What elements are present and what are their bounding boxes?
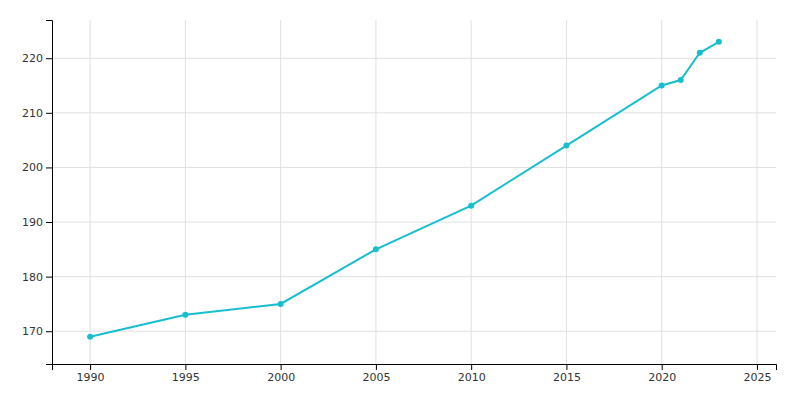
- point: [87, 334, 93, 340]
- x-axis: 1990 1995 2000 2005 2010 2015 2020 2025: [53, 364, 777, 384]
- x-tick-label: 2005: [362, 371, 390, 384]
- grid-line-y: [52, 167, 776, 168]
- x-tick-label: 2025: [743, 371, 771, 384]
- x-tick: 1995: [172, 364, 200, 384]
- y-tick: 220: [22, 52, 52, 65]
- x-tick-label: 2010: [458, 371, 486, 384]
- plot-area: 1990 1995 2000 2005 2010 2015 2020 2025 170 180 19…: [22, 20, 777, 384]
- y-tick-mark: [46, 167, 52, 168]
- grid: [52, 20, 776, 364]
- x-tick: 2000: [267, 364, 295, 384]
- point: [278, 301, 284, 307]
- grid-line-x: [661, 20, 662, 364]
- grid-line-x: [471, 20, 472, 364]
- grid-line-x: [90, 20, 91, 364]
- y-axis-line: [46, 21, 53, 365]
- y-tick: 200: [22, 161, 52, 174]
- y-tick-label: 210: [22, 107, 43, 120]
- x-tick: 2015: [553, 364, 581, 384]
- point: [563, 143, 569, 149]
- x-tick-mark: [566, 364, 567, 370]
- chart: 1990 1995 2000 2005 2010 2015 2020 2025 170 180 19…: [0, 0, 800, 400]
- y-tick-mark: [46, 277, 52, 278]
- line: [90, 42, 719, 337]
- x-tick: 1990: [77, 364, 105, 384]
- grid-line-x: [756, 20, 757, 364]
- point: [373, 246, 379, 252]
- x-tick-label: 1990: [77, 371, 105, 384]
- point: [468, 203, 474, 209]
- grid-line-x: [280, 20, 281, 364]
- point: [678, 77, 684, 83]
- point: [697, 50, 703, 56]
- y-tick-mark: [46, 58, 52, 59]
- x-tick-mark: [376, 364, 377, 370]
- x-tick-mark: [662, 364, 663, 370]
- grid-line-x: [566, 20, 567, 364]
- x-tick: 2025: [743, 364, 771, 384]
- y-tick-label: 220: [22, 52, 43, 65]
- y-tick-label: 170: [22, 325, 43, 338]
- grid-line-y: [52, 222, 776, 223]
- x-tick: 2005: [362, 364, 390, 384]
- x-tick-mark: [185, 364, 186, 370]
- x-tick-mark: [471, 364, 472, 370]
- y-tick: 170: [22, 325, 52, 338]
- x-tick: 2010: [458, 364, 486, 384]
- x-tick-mark: [281, 364, 282, 370]
- y-tick-label: 180: [22, 271, 43, 284]
- x-tick: 2020: [648, 364, 676, 384]
- x-tick-label: 2020: [648, 371, 676, 384]
- x-tick-label: 2015: [553, 371, 581, 384]
- grid-line-y: [52, 112, 776, 113]
- y-tick: 210: [22, 107, 52, 120]
- point: [659, 83, 665, 89]
- x-tick-mark: [757, 364, 758, 370]
- y-tick-mark: [46, 222, 52, 223]
- x-tick-label: 2000: [267, 371, 295, 384]
- y-tick: 180: [22, 271, 52, 284]
- point: [716, 39, 722, 45]
- grid-line-y: [52, 58, 776, 59]
- y-axis: 170 180 190 200 210 220: [22, 21, 53, 365]
- y-tick-label: 200: [22, 161, 43, 174]
- series: [87, 39, 722, 340]
- y-tick-mark: [46, 331, 52, 332]
- y-tick: 190: [22, 216, 52, 229]
- x-axis-line: [53, 365, 777, 371]
- y-tick-label: 190: [22, 216, 43, 229]
- grid-line-y: [52, 276, 776, 277]
- x-tick-label: 1995: [172, 371, 200, 384]
- x-tick-mark: [90, 364, 91, 370]
- grid-line-x: [375, 20, 376, 364]
- grid-line-y: [52, 331, 776, 332]
- point: [182, 312, 188, 318]
- y-tick-mark: [46, 113, 52, 114]
